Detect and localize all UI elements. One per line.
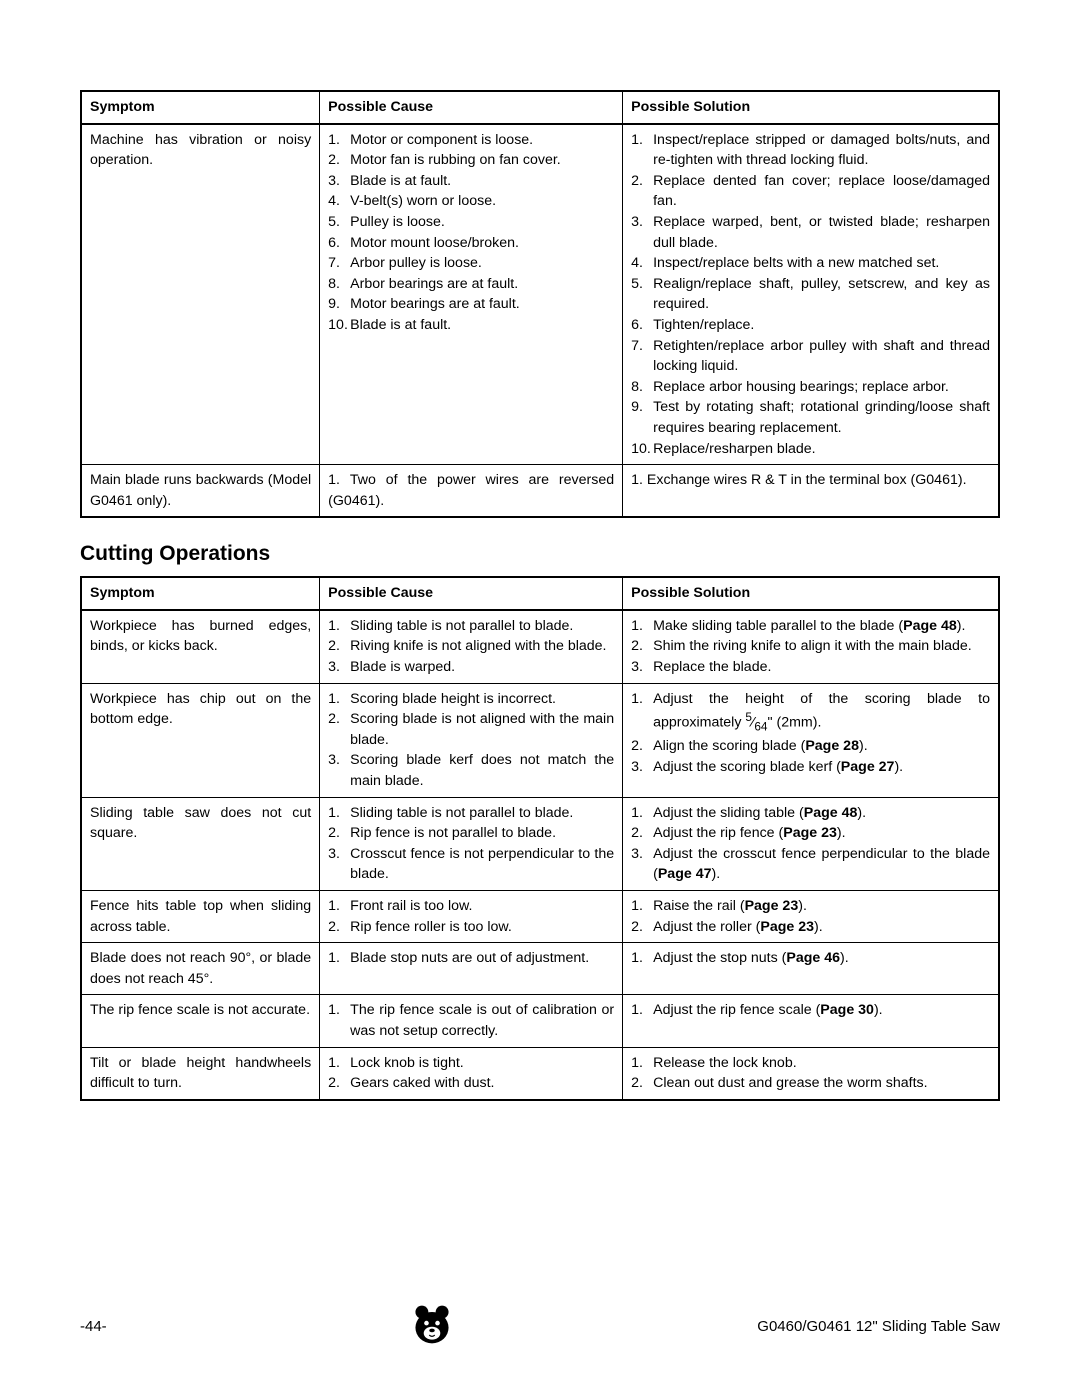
table-row: Sliding table saw does not cut square.1.… [81,797,999,890]
page-footer: -44- G0460/G0461 12" Sliding Table Saw [80,1301,1000,1351]
troubleshoot-table-1: Symptom Possible Cause Possible Solution… [80,90,1000,518]
cell-symptom: Main blade runs backwards (Model G0461 o… [81,465,320,518]
th-solution: Possible Solution [623,91,999,124]
cell-symptom: Sliding table saw does not cut square. [81,797,320,890]
bear-logo-icon [409,1301,455,1351]
cell-solution: 1.Adjust the stop nuts (Page 46). [623,943,999,995]
cell-cause: 1.Front rail is too low.2.Rip fence roll… [320,891,623,943]
table-row: Workpiece has burned edges, binds, or ki… [81,610,999,683]
cell-solution: 1.Inspect/replace stripped or damaged bo… [623,124,999,465]
cell-symptom: Workpiece has burned edges, binds, or ki… [81,610,320,683]
cell-solution: 1.Adjust the rip fence scale (Page 30). [623,995,999,1047]
table-row: Blade does not reach 90°, or blade does … [81,943,999,995]
page-number: -44- [80,1318,107,1335]
cell-solution: 1.Raise the rail (Page 23).2.Adjust the … [623,891,999,943]
table-row: Main blade runs backwards (Model G0461 o… [81,465,999,518]
cell-cause: 1.Sliding table is not parallel to blade… [320,797,623,890]
cell-symptom: Workpiece has chip out on the bottom edg… [81,683,320,797]
cell-solution: 1. Exchange wires R & T in the terminal … [623,465,999,518]
cell-cause: 1.Lock knob is tight.2.Gears caked with … [320,1047,623,1100]
cell-cause: 1.Scoring blade height is incorrect.2.Sc… [320,683,623,797]
cell-cause: 1.Motor or component is loose.2.Motor fa… [320,124,623,465]
cell-solution: 1.Release the lock knob.2.Clean out dust… [623,1047,999,1100]
doc-title: G0460/G0461 12" Sliding Table Saw [757,1318,1000,1335]
th-symptom: Symptom [81,577,320,610]
table-row: Tilt or blade height handwheels difficul… [81,1047,999,1100]
cell-cause: 1.The rip fence scale is out of calibrat… [320,995,623,1047]
th-solution: Possible Solution [623,577,999,610]
page-content: Symptom Possible Cause Possible Solution… [0,0,1080,1151]
cell-solution: 1.Adjust the sliding table (Page 48).2.A… [623,797,999,890]
cell-cause: 1.Blade stop nuts are out of adjustment. [320,943,623,995]
table-row: Workpiece has chip out on the bottom edg… [81,683,999,797]
cell-solution: 1.Adjust the height of the scoring blade… [623,683,999,797]
cell-symptom: Fence hits table top when sliding across… [81,891,320,943]
cell-cause: 1.Sliding table is not parallel to blade… [320,610,623,683]
cell-symptom: Blade does not reach 90°, or blade does … [81,943,320,995]
cell-symptom: Tilt or blade height handwheels difficul… [81,1047,320,1100]
table-row: The rip fence scale is not accurate.1.Th… [81,995,999,1047]
th-cause: Possible Cause [320,577,623,610]
troubleshoot-table-2: Symptom Possible Cause Possible Solution… [80,576,1000,1100]
cell-solution: 1.Make sliding table parallel to the bla… [623,610,999,683]
th-cause: Possible Cause [320,91,623,124]
th-symptom: Symptom [81,91,320,124]
cell-symptom: The rip fence scale is not accurate. [81,995,320,1047]
table-row: Fence hits table top when sliding across… [81,891,999,943]
table-row: Machine has vibration or noisy operation… [81,124,999,465]
cell-symptom: Machine has vibration or noisy operation… [81,124,320,465]
section-heading: Cutting Operations [80,542,1000,566]
cell-cause: 1. Two of the power wires are reversed (… [320,465,623,518]
